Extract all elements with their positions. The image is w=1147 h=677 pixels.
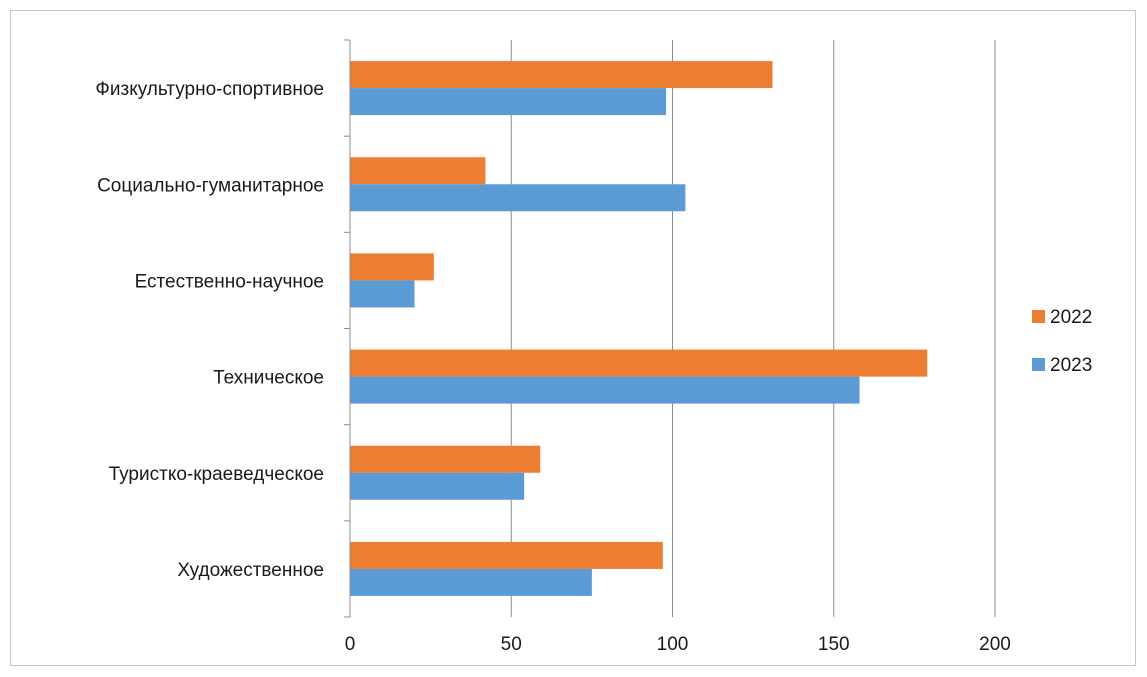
bar-2023-4 — [350, 184, 686, 212]
legend-label-2022: 2022 — [1050, 307, 1092, 328]
bar-2023-0 — [350, 568, 592, 596]
category-label: Физкультурно-спортивное — [95, 79, 324, 100]
labels: 0 50 100 150 200 Художественное Туристко-краев… — [95, 79, 1010, 655]
bar-2023-3 — [350, 280, 415, 308]
x-tick-label: 200 — [979, 634, 1011, 655]
category-label: Социально-гуманитарное — [97, 175, 324, 196]
bar-2022-5 — [350, 61, 773, 89]
bar-2023-2 — [350, 376, 860, 404]
legend: 2022 2023 — [1032, 307, 1092, 376]
gridlines — [510, 40, 996, 617]
legend-label-2023: 2023 — [1050, 355, 1092, 376]
bar-2023-1 — [350, 472, 525, 500]
axes — [344, 39, 351, 618]
category-label: Туристко-краеведческое — [109, 464, 324, 485]
bar-2022-2 — [350, 349, 928, 377]
bars — [350, 61, 928, 596]
bar-2022-3 — [350, 253, 434, 281]
legend-swatch-2023 — [1032, 358, 1045, 371]
x-tick-label: 50 — [501, 634, 522, 655]
category-label: Естественно-научное — [135, 271, 324, 292]
category-label: Техническое — [213, 368, 324, 389]
bar-2022-0 — [350, 541, 663, 569]
legend-swatch-2022 — [1032, 310, 1045, 323]
x-tick-label: 0 — [345, 634, 356, 655]
category-label: Художественное — [177, 560, 324, 581]
bar-2022-4 — [350, 157, 486, 185]
x-tick-label: 150 — [818, 634, 850, 655]
x-tick-label: 100 — [657, 634, 689, 655]
bar-2022-1 — [350, 445, 541, 473]
bar-2023-5 — [350, 88, 667, 116]
